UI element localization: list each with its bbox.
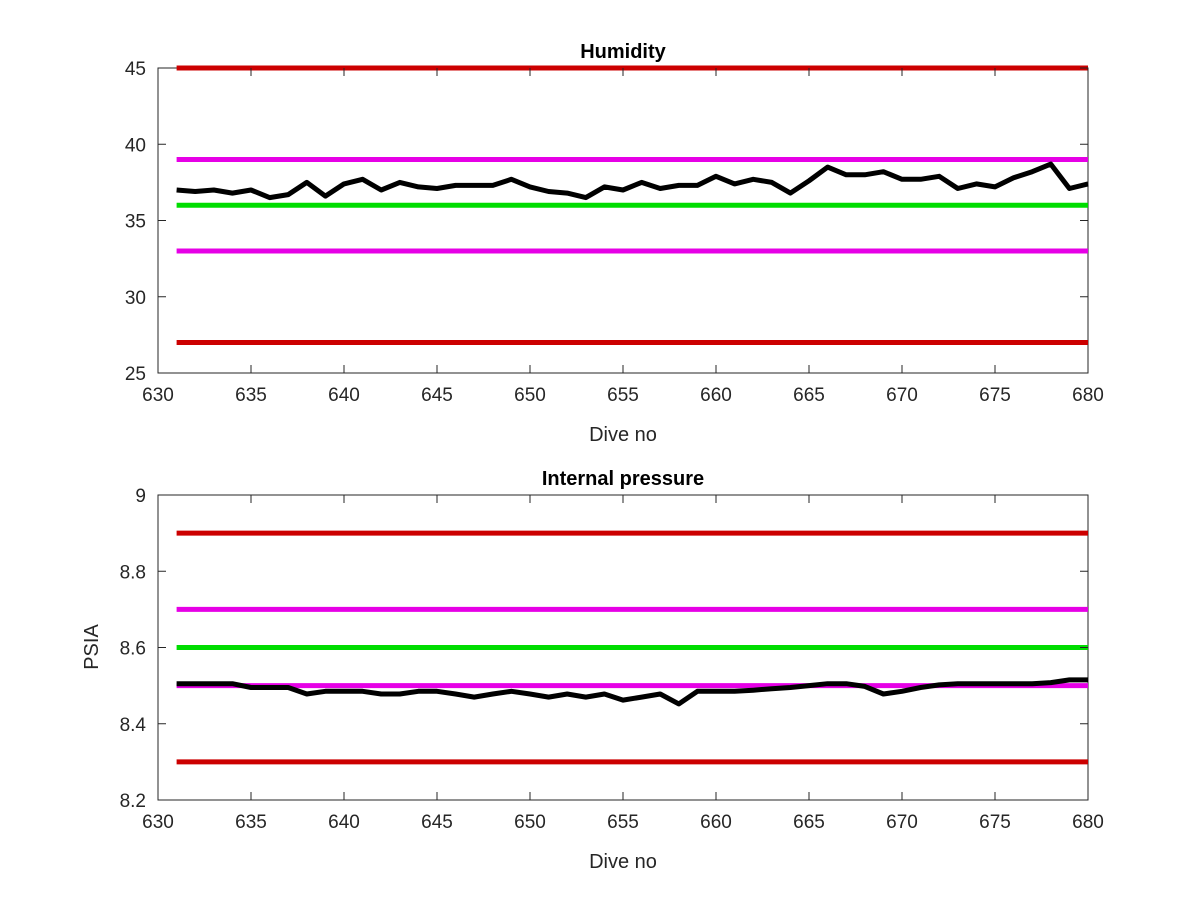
humidity-x-tick-label: 630 (142, 385, 174, 406)
pressure-x-axis-label: Dive no (589, 851, 657, 873)
humidity-y-tick-label: 45 (125, 59, 146, 80)
humidity-x-axis-label: Dive no (589, 424, 657, 446)
pressure-y-axis-label: PSIA (81, 624, 103, 670)
humidity-x-tick-label: 635 (235, 385, 267, 406)
humidity-x-tick-label: 640 (328, 385, 360, 406)
humidity-x-tick-label: 680 (1072, 385, 1104, 406)
pressure-x-tick-label: 680 (1072, 812, 1104, 833)
pressure-y-tick-label: 8.6 (120, 639, 146, 660)
pressure-x-tick-label: 640 (328, 812, 360, 833)
pressure-series (176, 677, 1088, 707)
humidity-y-tick-label: 35 (125, 212, 146, 233)
pressure-x-tick-label: 650 (514, 812, 546, 833)
humidity-x-tick-label: 665 (793, 385, 825, 406)
humidity-x-tick-label: 645 (421, 385, 453, 406)
humidity-x-tick-label: 660 (700, 385, 732, 406)
pressure-x-tick-label: 635 (235, 812, 267, 833)
humidity-x-tick-label: 675 (979, 385, 1011, 406)
humidity-ticks: 630 635 640 645 650 655 660 665 670 675 680 25 30 35 4… (125, 59, 1104, 406)
humidity-panel: Humidity Dive no 630 635 640 645 650 655 660 66… (125, 41, 1104, 446)
humidity-x-tick-label: 670 (886, 385, 918, 406)
humidity-x-tick-label: 655 (607, 385, 639, 406)
pressure-x-tick-label: 665 (793, 812, 825, 833)
pressure-ticks: 630 635 640 645 650 655 660 665 670 675 680 8.2 8.4 8… (120, 486, 1104, 833)
pressure-x-tick-label: 670 (886, 812, 918, 833)
pressure-y-tick-label: 8.2 (120, 791, 146, 812)
pressure-x-tick-label: 675 (979, 812, 1011, 833)
humidity-y-tick-label: 30 (125, 288, 146, 309)
pressure-x-tick-label: 655 (607, 812, 639, 833)
pressure-panel: Internal pressure Dive no PSIA 630 635 640… (81, 468, 1104, 873)
humidity-data-line (176, 161, 1089, 201)
pressure-y-tick-label: 8.8 (120, 562, 146, 583)
pressure-x-tick-label: 630 (142, 812, 174, 833)
humidity-series (176, 161, 1089, 201)
pressure-y-tick-label: 8.4 (120, 715, 147, 736)
humidity-plot-area (157, 67, 1089, 374)
pressure-data-line (176, 677, 1088, 707)
pressure-reference-lines (176, 530, 1088, 765)
humidity-title: Humidity (580, 41, 666, 63)
humidity-reference-lines (176, 65, 1088, 345)
humidity-x-tick-label: 650 (514, 385, 546, 406)
humidity-y-tick-label: 25 (125, 364, 146, 385)
humidity-y-tick-label: 40 (125, 135, 146, 156)
pressure-y-tick-label: 9 (135, 486, 146, 507)
pressure-x-tick-label: 660 (700, 812, 732, 833)
pressure-x-tick-label: 645 (421, 812, 453, 833)
pressure-title: Internal pressure (542, 468, 704, 490)
